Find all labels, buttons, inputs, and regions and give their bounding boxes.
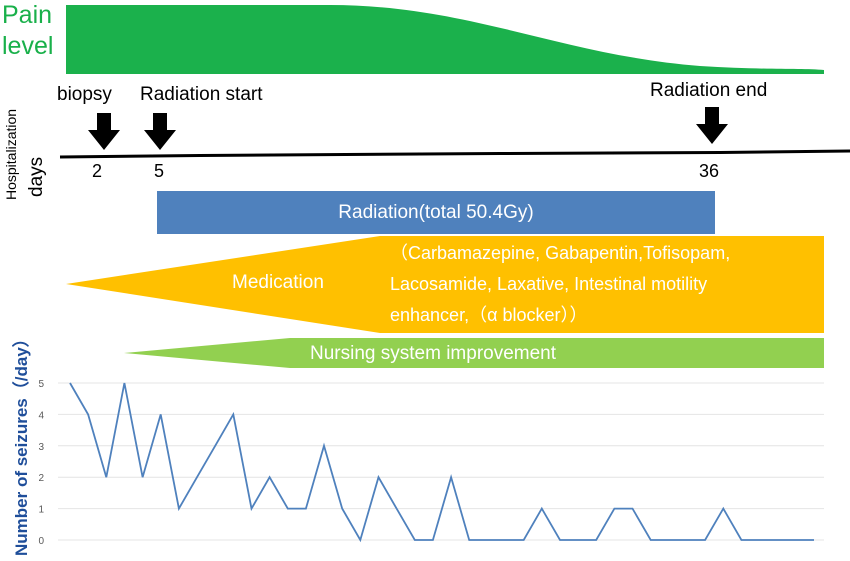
timeline-graphic xyxy=(59,107,850,159)
timeline-axis xyxy=(59,149,850,159)
event-label-radiation-end: Radiation end xyxy=(650,80,768,101)
arrow-radiation-start-icon xyxy=(144,113,176,150)
day-tick-36: 36 xyxy=(699,161,720,181)
pain-curve xyxy=(66,5,824,74)
radiation-label: Radiation(total 50.4Gy) xyxy=(338,202,534,223)
y-tick-label: 5 xyxy=(38,379,44,390)
nursing-shape xyxy=(124,338,824,368)
pain-level-label: Pain level xyxy=(2,0,53,62)
medication-detail-line3: enhancer,（α blocker）） xyxy=(390,305,588,325)
y-tick-label: 4 xyxy=(38,410,44,421)
y-tick-label: 1 xyxy=(38,505,44,516)
arrow-biopsy-icon xyxy=(88,113,120,150)
day-tick-5: 5 xyxy=(154,161,165,181)
medication-detail-line2: Lacosamide, Laxative, Intestinal motilit… xyxy=(390,274,708,294)
nursing-label: Nursing system improvement xyxy=(310,343,557,364)
y-tick-label: 0 xyxy=(38,536,44,547)
nursing-arrow xyxy=(124,338,824,368)
y-tick-label: 2 xyxy=(38,473,44,484)
event-label-radiation-start: Radiation start xyxy=(140,84,263,105)
day-tick-2: 2 xyxy=(92,161,103,181)
medication-detail: （Carbamazepine, Gabapentin,Tofisopam, La… xyxy=(390,238,730,331)
pain-area xyxy=(66,5,824,74)
pain-label-line1: Pain xyxy=(2,1,53,29)
medication-detail-line1: （Carbamazepine, Gabapentin,Tofisopam, xyxy=(390,243,731,263)
seizure-line xyxy=(69,382,814,543)
arrow-radiation-end-icon xyxy=(696,107,728,144)
event-label-biopsy: biopsy xyxy=(57,84,112,105)
chart-gridlines xyxy=(58,382,824,541)
medication-shape xyxy=(66,236,824,333)
chart-yticks: 0 1 2 3 4 5 xyxy=(38,379,44,547)
pain-label-line2: level xyxy=(2,32,54,60)
chart-series xyxy=(69,382,814,543)
medication-wedge xyxy=(66,236,824,333)
seizure-chart: 0 1 2 3 4 5 xyxy=(38,379,824,547)
y-tick-label: 3 xyxy=(38,442,44,453)
radiation-bar xyxy=(157,191,715,234)
medication-label: Medication xyxy=(232,272,324,293)
